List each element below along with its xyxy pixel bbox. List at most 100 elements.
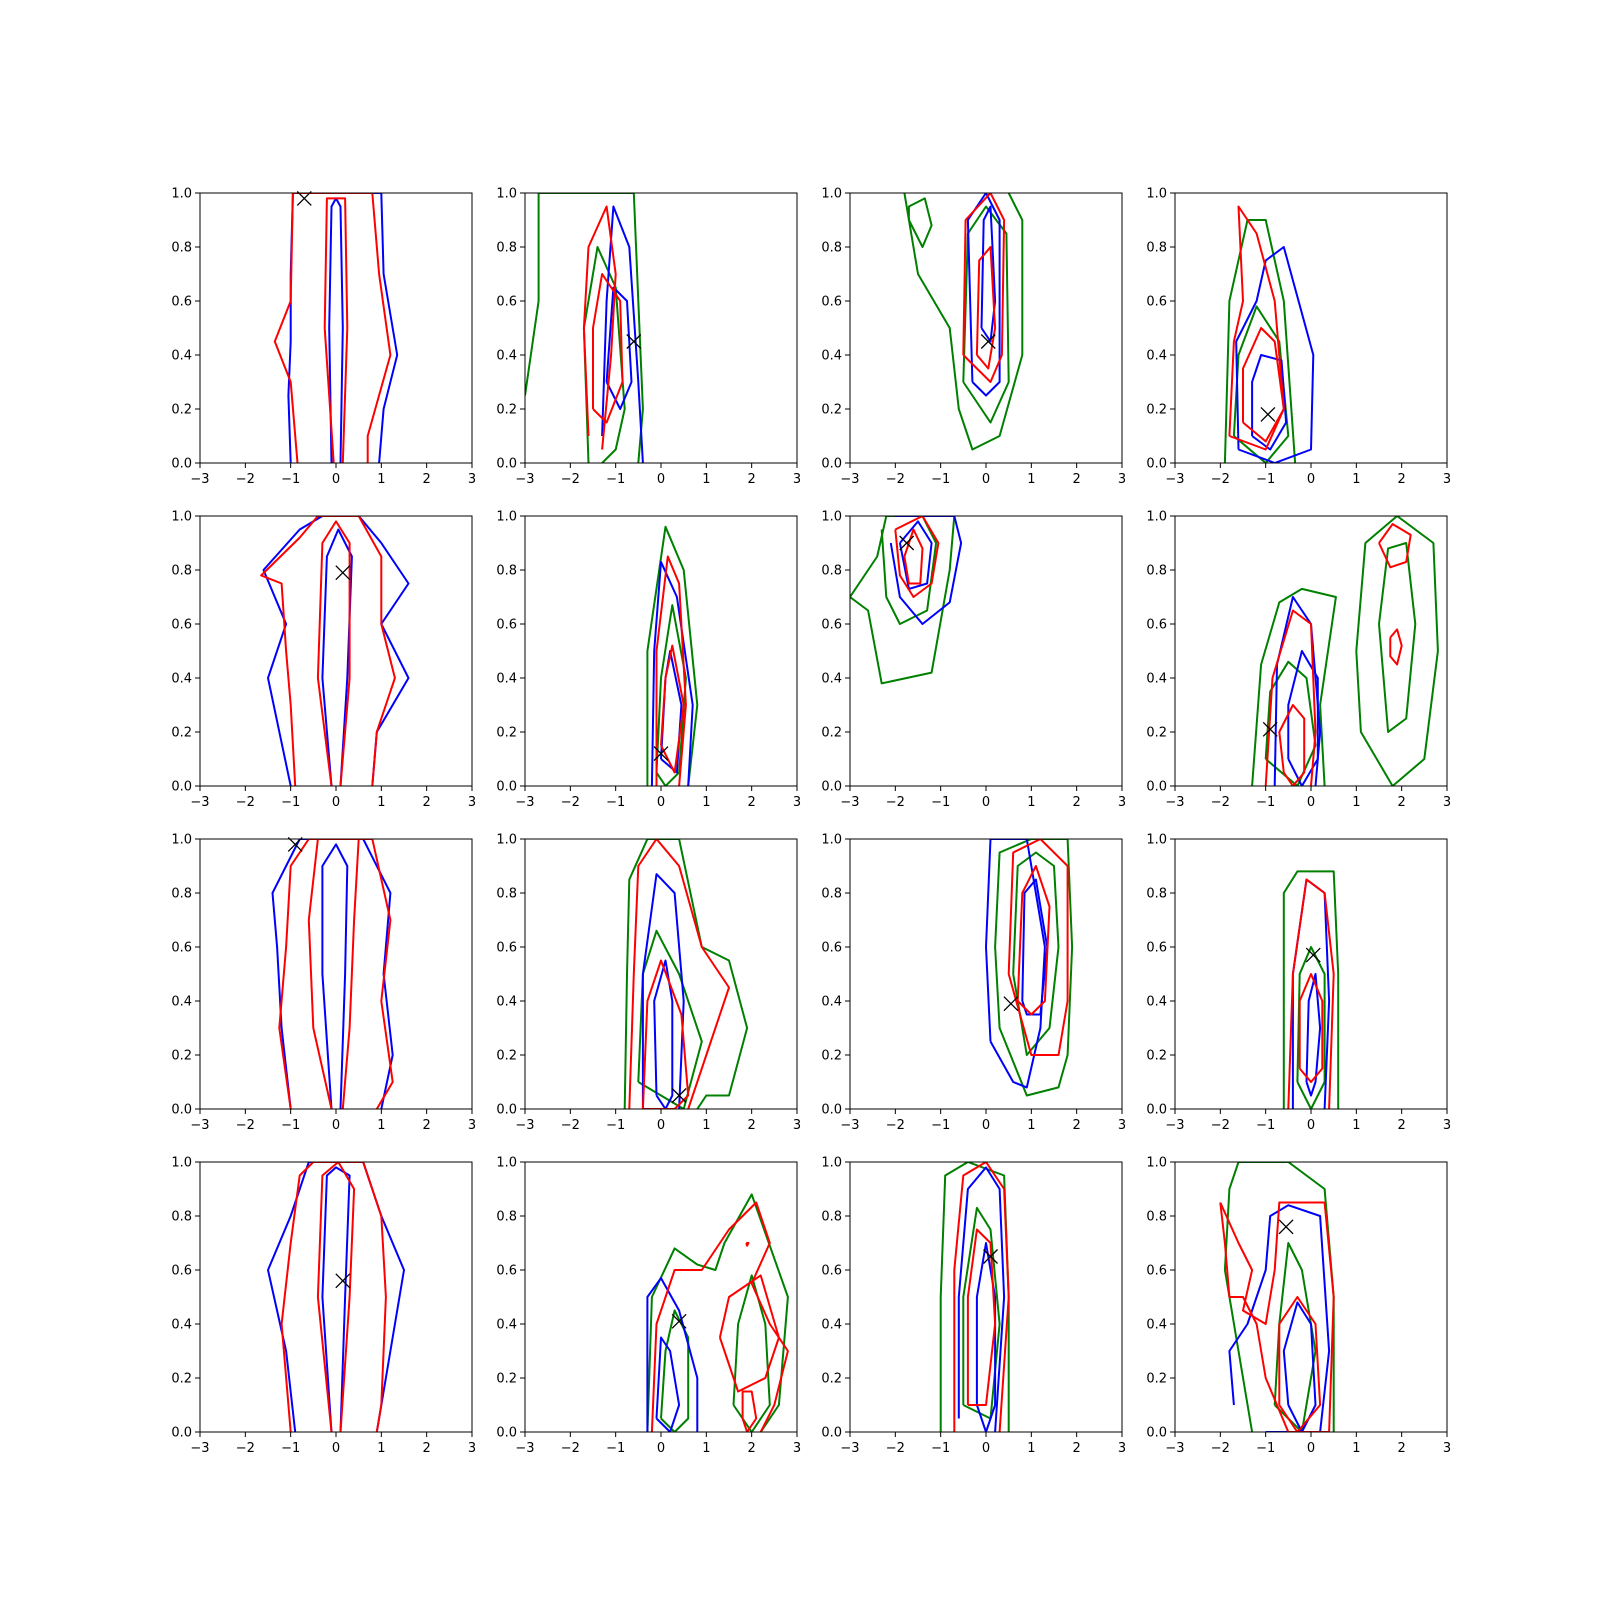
- panel-6: −3 −2 −1 0 1 2 3 0.0 0.2 0.4 0.6 0.8 1.0: [496, 510, 801, 811]
- x-tick-label: 2: [1398, 472, 1406, 487]
- y-tick-label: 0.0: [496, 780, 517, 795]
- x-marker: [899, 535, 915, 551]
- x-marker: [653, 746, 669, 762]
- x-tick-label: −2: [1211, 1118, 1230, 1133]
- y-tick-label: 0.4: [1146, 349, 1167, 364]
- panel-8: −3 −2 −1 0 1 2 3 0.0 0.2 0.4 0.6 0.8 1.0: [1146, 510, 1451, 811]
- x-tick-label: 3: [1443, 472, 1451, 487]
- y-tick-label: 0.4: [1146, 672, 1167, 687]
- contour-green-1: [907, 197, 933, 248]
- contour-green-2: [637, 929, 703, 1109]
- contour-green-1: [850, 516, 956, 685]
- x-tick-label: 2: [748, 472, 756, 487]
- contour-green-2: [1296, 946, 1326, 1109]
- x-tick-label: 0: [332, 1118, 340, 1133]
- x-tick-label: −1: [281, 1441, 300, 1456]
- y-tick-label: 0.0: [496, 1103, 517, 1118]
- axes-frame: [199, 192, 473, 464]
- contour-red-3: [278, 839, 394, 1109]
- contour-blue-2: [321, 528, 353, 786]
- contour-blue-1: [262, 516, 410, 786]
- x-tick-label: −3: [515, 1441, 534, 1456]
- contour-blue-4: [646, 1277, 699, 1432]
- y-tick-label: 0.8: [821, 241, 842, 256]
- y-tick-label: 0.6: [821, 618, 842, 633]
- x-tick-label: 3: [1118, 472, 1126, 487]
- y-tick-label: 0.4: [171, 672, 192, 687]
- y-tick-label: 0.0: [171, 1103, 192, 1118]
- x-tick-label: 0: [982, 795, 990, 810]
- x-tick-label: −3: [840, 795, 859, 810]
- x-tick-label: −2: [1211, 472, 1230, 487]
- y-tick-label: 0.4: [171, 349, 192, 364]
- y-tick-label: 0.8: [821, 887, 842, 902]
- contour-red-5: [1007, 839, 1069, 1056]
- x-tick-label: 1: [702, 795, 710, 810]
- x-tick-label: 2: [1073, 1118, 1081, 1133]
- contour-green-2: [1232, 305, 1290, 463]
- y-tick-label: 0.0: [496, 1426, 517, 1441]
- contour-blue-3: [985, 839, 1046, 1089]
- y-tick-label: 0.2: [821, 403, 842, 418]
- contour-blue-2: [321, 843, 349, 1109]
- y-tick-label: 0.0: [171, 457, 192, 472]
- contour-blue-5: [1273, 596, 1322, 786]
- x-tick-label: 0: [1307, 472, 1315, 487]
- x-tick-label: 0: [332, 472, 340, 487]
- panel-10: −3 −2 −1 0 1 2 3 0.0 0.2 0.4 0.6 0.8 1.0: [496, 833, 801, 1134]
- y-tick-label: 0.0: [171, 1426, 192, 1441]
- x-tick-label: −3: [840, 1118, 859, 1133]
- x-tick-label: −2: [886, 1441, 905, 1456]
- x-tick-label: −1: [1256, 472, 1275, 487]
- x-tick-label: −3: [840, 1441, 859, 1456]
- x-tick-label: 2: [423, 472, 431, 487]
- axes-frame: [199, 515, 473, 787]
- y-tick-label: 0.8: [496, 564, 517, 579]
- contour-green-2: [655, 604, 687, 786]
- x-tick-label: −3: [190, 1441, 209, 1456]
- panel-9: −3 −2 −1 0 1 2 3 0.0 0.2 0.4 0.6 0.8 1.0: [171, 833, 476, 1134]
- contour-red-4: [307, 839, 360, 1109]
- y-tick-label: 1.0: [496, 187, 517, 202]
- y-tick-label: 0.2: [171, 1049, 192, 1064]
- contour-blue-4: [1251, 354, 1288, 451]
- y-tick-label: 0.8: [171, 887, 192, 902]
- y-tick-label: 1.0: [821, 1156, 842, 1171]
- contour-green-2: [1264, 660, 1317, 786]
- contour-green-1: [1251, 587, 1337, 786]
- x-tick-label: −1: [1256, 1118, 1275, 1133]
- x-tick-label: −1: [606, 1118, 625, 1133]
- x-tick-label: 3: [468, 472, 476, 487]
- contour-red-3: [260, 516, 396, 786]
- contour-red-6: [1298, 973, 1324, 1083]
- contour-blue-4: [1305, 973, 1322, 1097]
- y-tick-label: 0.6: [496, 1264, 517, 1279]
- x-marker: [1278, 1219, 1294, 1235]
- y-tick-label: 1.0: [171, 833, 192, 848]
- x-tick-label: −1: [606, 472, 625, 487]
- x-tick-label: 1: [377, 795, 385, 810]
- contour-red-4: [316, 1162, 356, 1432]
- x-tick-label: 2: [748, 795, 756, 810]
- y-tick-label: 0.2: [1146, 1372, 1167, 1387]
- axes-frame: [524, 192, 798, 464]
- y-tick-label: 1.0: [171, 510, 192, 525]
- y-tick-label: 0.2: [496, 1372, 517, 1387]
- x-tick-label: 2: [1398, 795, 1406, 810]
- axes-frame: [849, 838, 1123, 1110]
- y-tick-label: 0.0: [821, 1426, 842, 1441]
- x-marker: [1003, 996, 1019, 1012]
- contour-green-1: [646, 525, 699, 786]
- contour-red-6: [903, 528, 924, 585]
- y-tick-label: 0.6: [496, 295, 517, 310]
- contour-red-9: [745, 1242, 750, 1247]
- x-marker: [1260, 406, 1276, 422]
- y-tick-label: 0.2: [171, 1372, 192, 1387]
- x-tick-label: 2: [1073, 795, 1081, 810]
- x-marker: [335, 565, 351, 581]
- x-tick-label: 2: [423, 1118, 431, 1133]
- y-tick-label: 0.2: [496, 1049, 517, 1064]
- contour-green-3: [1355, 516, 1439, 786]
- y-tick-label: 0.6: [171, 1264, 192, 1279]
- x-tick-label: 3: [468, 795, 476, 810]
